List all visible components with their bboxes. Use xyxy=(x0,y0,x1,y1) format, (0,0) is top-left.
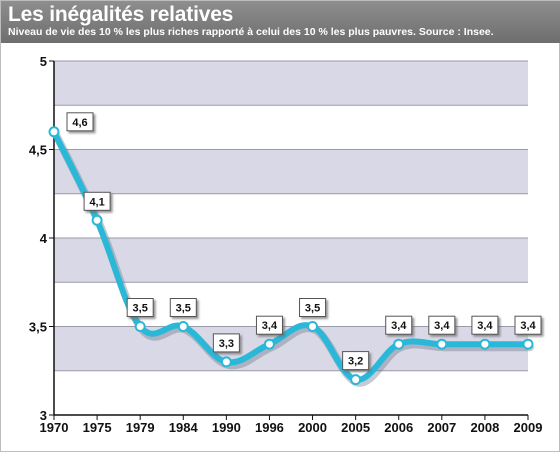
data-point-2 xyxy=(134,321,146,332)
data-label-text-10: 3,4 xyxy=(477,320,493,332)
background-bands xyxy=(54,61,528,415)
data-label-box-10 xyxy=(471,315,499,335)
x-tick-label-9: 2007 xyxy=(427,420,456,435)
x-tick-label-10: 2008 xyxy=(470,420,499,435)
band-3 xyxy=(54,238,528,283)
data-label-box-0 xyxy=(66,112,94,132)
chart-subtitle: Niveau de vie des 10 % les plus riches r… xyxy=(8,26,494,38)
axes: 3 3,5 4 4,5 5 1970 1975 1979 1984 1990 1996 2000 200… xyxy=(29,54,543,435)
data-point-10 xyxy=(479,338,491,350)
data-label-text-11: 3,4 xyxy=(520,320,536,332)
data-point-7 xyxy=(350,374,362,386)
data-label-box-7 xyxy=(342,351,370,371)
data-label-0: 4,6 xyxy=(66,112,94,132)
x-tick-label-3: 1984 xyxy=(169,420,199,435)
data-point-3 xyxy=(177,321,189,332)
data-label-2: 3,5 xyxy=(126,298,154,317)
data-label-1: 4,1 xyxy=(83,191,111,211)
x-tick-label-1: 1975 xyxy=(83,420,112,435)
data-points xyxy=(48,126,534,386)
band-0 xyxy=(54,370,528,415)
x-tick-label-7: 2005 xyxy=(341,420,370,435)
chart-title: Les inégalités relatives xyxy=(8,3,234,26)
data-point-11 xyxy=(522,338,534,350)
data-label-box-9 xyxy=(428,315,456,335)
data-label-box-11 xyxy=(514,315,542,335)
x-tick-label-11: 2009 xyxy=(514,420,543,435)
y-tick-label-0: 3 xyxy=(40,408,47,423)
data-label-box-3 xyxy=(169,298,197,317)
data-point-0 xyxy=(48,126,60,138)
data-label-text-3: 3,5 xyxy=(176,303,191,315)
data-label-text-6: 3,5 xyxy=(305,303,320,315)
data-label-text-0: 4,6 xyxy=(72,117,87,129)
data-label-4: 3,3 xyxy=(212,333,240,353)
data-point-4 xyxy=(220,356,232,368)
x-tick-label-0: 1970 xyxy=(40,420,69,435)
data-label-text-9: 3,4 xyxy=(434,320,450,332)
data-label-5: 3,4 xyxy=(255,315,283,335)
band-5 xyxy=(54,149,528,194)
data-point-5 xyxy=(263,338,275,350)
data-label-text-5: 3,4 xyxy=(262,320,278,332)
data-label-box-4 xyxy=(212,333,240,353)
x-tick-label-4: 1990 xyxy=(212,420,241,435)
data-label-10: 3,4 xyxy=(471,315,499,335)
data-label-text-1: 4,1 xyxy=(89,196,104,208)
data-label-8: 3,4 xyxy=(385,315,413,335)
band-7 xyxy=(54,61,528,106)
data-label-text-2: 3,5 xyxy=(133,303,148,315)
band-4 xyxy=(54,193,528,238)
data-label-text-4: 3,3 xyxy=(219,338,234,350)
data-label-text-8: 3,4 xyxy=(391,320,407,332)
chart-header: Les inégalités relatives Niveau de vie d… xyxy=(1,1,560,43)
data-point-6 xyxy=(307,321,319,332)
y-tick-label-1: 3,5 xyxy=(29,320,47,335)
data-label-9: 3,4 xyxy=(428,315,456,335)
y-tick-label-3: 4,5 xyxy=(29,143,47,158)
data-label-7: 3,2 xyxy=(342,351,370,371)
data-point-8 xyxy=(393,338,405,350)
data-point-1 xyxy=(91,214,103,226)
y-tick-label-4: 5 xyxy=(40,54,47,69)
data-label-6: 3,5 xyxy=(299,298,327,317)
data-label-text-7: 3,2 xyxy=(348,356,363,368)
data-label-11: 3,4 xyxy=(514,315,542,335)
data-label-3: 3,5 xyxy=(169,298,197,317)
data-label-box-8 xyxy=(385,315,413,335)
data-labels: 4,6 4,1 3,5 3,5 3,3 3,4 3,5 3,2 3,4 3,4 3,4 3,4 xyxy=(66,112,542,371)
data-label-box-2 xyxy=(126,298,154,317)
x-tick-label-5: 1996 xyxy=(255,420,284,435)
data-label-box-6 xyxy=(299,298,327,317)
x-tick-label-6: 2000 xyxy=(298,420,327,435)
data-label-box-1 xyxy=(83,191,111,211)
x-tick-label-2: 1979 xyxy=(126,420,155,435)
data-label-box-5 xyxy=(255,315,283,335)
y-tick-label-2: 4 xyxy=(40,231,48,246)
x-tick-label-8: 2006 xyxy=(384,420,413,435)
band-6 xyxy=(54,105,528,150)
data-point-9 xyxy=(436,338,448,350)
